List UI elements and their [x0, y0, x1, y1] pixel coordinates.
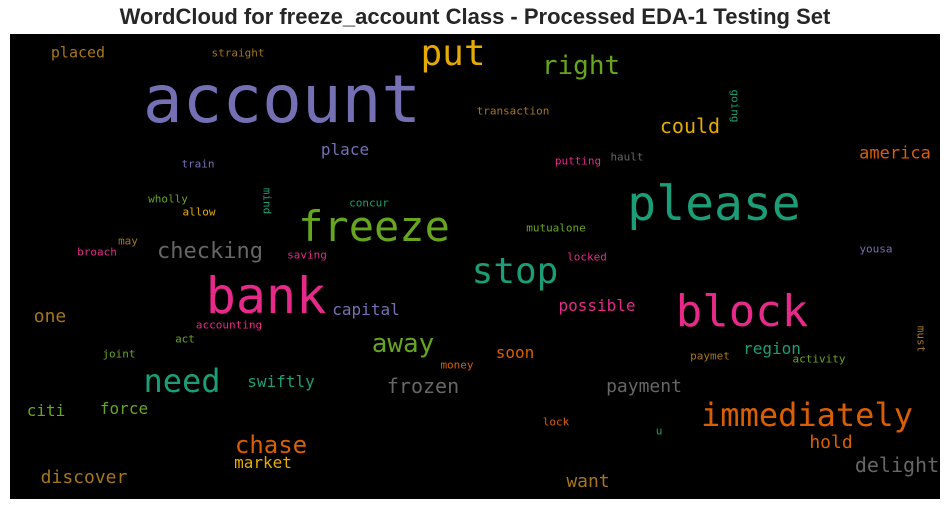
word-cloud-canvas: account put right placed straight transaction… — [10, 34, 940, 499]
word-account: account — [142, 61, 422, 138]
word-bank: bank — [205, 267, 327, 325]
chart-title: WordCloud for freeze_account Class - Pro… — [119, 4, 831, 29]
word-broach: broach — [77, 245, 117, 259]
word-stop: stop — [471, 251, 559, 292]
word-activity: activity — [792, 352, 846, 366]
word-discover: discover — [40, 467, 128, 488]
word-put: put — [420, 34, 486, 74]
word-block: block — [675, 286, 809, 337]
word-mind: mind — [260, 187, 274, 215]
word-market: market — [234, 453, 292, 472]
word-train: train — [181, 157, 215, 171]
word-one: one — [33, 306, 67, 327]
word-payment: payment — [606, 376, 682, 397]
word-away: away — [371, 329, 435, 359]
word-immediately: immediately — [701, 396, 913, 434]
word-paymet: paymet — [690, 349, 730, 363]
word-saving: saving — [287, 248, 327, 262]
word-capital: capital — [332, 300, 400, 319]
word-yousa: yousa — [859, 242, 893, 256]
word-wholly: wholly — [148, 192, 188, 206]
word-citi: citi — [26, 401, 66, 420]
word-force: force — [99, 399, 149, 418]
word-mutualone: mutualone — [526, 221, 586, 235]
word-lock: lock — [542, 415, 570, 429]
word-placed: placed — [50, 43, 106, 62]
word-transaction: transaction — [476, 104, 550, 118]
word-may: may — [118, 234, 138, 248]
word-could: could — [659, 114, 721, 138]
word-must: must — [914, 325, 928, 353]
word-please: please — [627, 176, 801, 232]
word-accounting: accounting — [195, 318, 263, 332]
word-money: money — [440, 358, 474, 372]
word-joint: joint — [102, 347, 136, 361]
word-putting: putting — [554, 154, 602, 168]
word-going: going — [728, 89, 742, 123]
word-locked: locked — [567, 250, 607, 264]
word-frozen: frozen — [386, 374, 460, 398]
word-america: america — [859, 143, 931, 164]
word-u: u — [655, 424, 663, 438]
word-swiftly: swiftly — [247, 372, 315, 391]
word-straight: straight — [211, 46, 265, 60]
word-soon: soon — [495, 343, 535, 362]
word-right: right — [541, 51, 621, 81]
word-possible: possible — [558, 296, 636, 315]
word-need: need — [143, 362, 221, 400]
word-checking: checking — [157, 239, 263, 264]
word-hold: hold — [809, 432, 853, 453]
word-region: region — [743, 339, 801, 358]
word-want: want — [566, 471, 610, 492]
word-act: act — [175, 332, 195, 346]
word-freeze: freeze — [298, 202, 450, 251]
word-hault: hault — [610, 150, 644, 164]
word-allow: allow — [182, 205, 216, 219]
word-place: place — [320, 140, 370, 159]
word-delight: delight — [854, 453, 940, 477]
word-chase: chase — [234, 431, 308, 459]
word-concur: concur — [349, 196, 389, 210]
